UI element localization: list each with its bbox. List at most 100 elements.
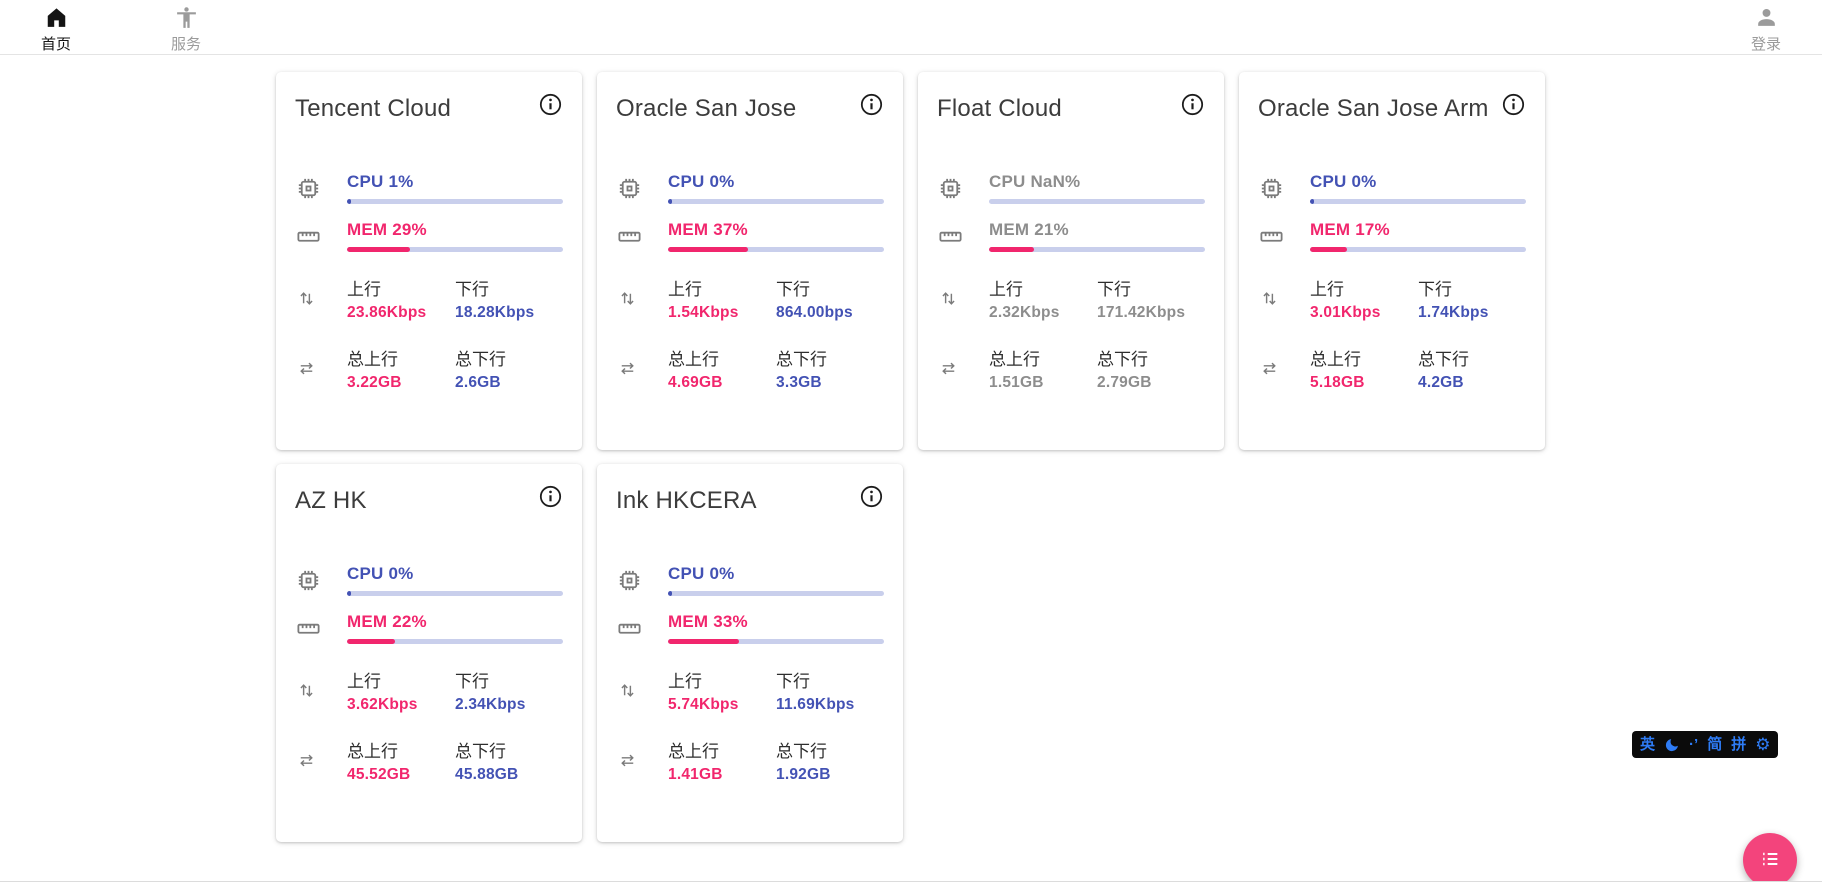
total-upload: 总上行 3.22GB xyxy=(347,345,455,392)
download-speed: 下行 11.69Kbps xyxy=(776,667,884,714)
ime-fullwidth-moon-icon[interactable] xyxy=(1664,737,1680,753)
download-label: 下行 xyxy=(455,667,563,692)
info-icon[interactable] xyxy=(859,484,884,509)
server-name: Tencent Cloud xyxy=(295,94,451,124)
upload-value: 3.62Kbps xyxy=(347,696,455,714)
total-download-value: 45.88GB xyxy=(455,766,563,784)
mem-progress-bar xyxy=(1310,247,1526,252)
info-icon[interactable] xyxy=(1180,92,1205,117)
memory-ruler-icon xyxy=(1258,223,1310,250)
mem-row: MEM 17% xyxy=(1258,220,1526,252)
cpu-progress-bar xyxy=(989,199,1205,204)
total-download-value: 1.92GB xyxy=(776,766,884,784)
total-upload: 总上行 4.69GB xyxy=(668,345,776,392)
nav-item-label: 登录 xyxy=(1751,36,1781,53)
card-header: Tencent Cloud xyxy=(295,72,563,124)
nav-item-label: 首页 xyxy=(41,36,71,53)
speed-row: 上行 3.62Kbps 下行 2.34Kbps xyxy=(295,667,563,714)
server-list-fab[interactable] xyxy=(1743,833,1797,887)
cpu-row: CPU 0% xyxy=(616,172,884,204)
upload-label: 上行 xyxy=(668,667,776,692)
server-card: Float Cloud CPU NaN xyxy=(918,72,1224,450)
upload-label: 上行 xyxy=(347,667,455,692)
card-header: Oracle San Jose xyxy=(616,72,884,124)
nav-item-home[interactable]: 首页 xyxy=(30,1,82,53)
upload-value: 1.54Kbps xyxy=(668,304,776,322)
list-icon xyxy=(1759,848,1781,873)
total-upload-value: 4.69GB xyxy=(668,374,776,392)
upload-speed: 上行 3.62Kbps xyxy=(347,667,455,714)
download-speed: 下行 18.28Kbps xyxy=(455,275,563,322)
total-upload-label: 总上行 xyxy=(668,737,776,762)
total-upload: 总上行 5.18GB xyxy=(1310,345,1418,392)
info-icon[interactable] xyxy=(1501,92,1526,117)
total-download-label: 总下行 xyxy=(455,737,563,762)
mem-progress-bar xyxy=(668,247,884,252)
cpu-chip-icon xyxy=(937,175,989,202)
person-icon xyxy=(1754,5,1779,35)
total-upload: 总上行 1.41GB xyxy=(668,737,776,784)
ime-settings-gear-icon[interactable]: ⚙ xyxy=(1755,731,1770,758)
download-label: 下行 xyxy=(1418,275,1526,300)
memory-ruler-icon xyxy=(616,615,668,642)
cpu-label: CPU 0% xyxy=(668,172,884,192)
upload-speed: 上行 5.74Kbps xyxy=(668,667,776,714)
footer-divider xyxy=(0,881,1822,892)
swap-vert-icon xyxy=(295,679,347,702)
download-speed: 下行 171.42Kbps xyxy=(1097,275,1205,322)
download-speed: 下行 1.74Kbps xyxy=(1418,275,1526,322)
cpu-progress-bar xyxy=(668,199,884,204)
info-icon[interactable] xyxy=(859,92,884,117)
upload-speed: 上行 1.54Kbps xyxy=(668,275,776,322)
ime-pinyin-indicator[interactable]: 拼 xyxy=(1731,731,1746,758)
memory-ruler-icon xyxy=(295,615,347,642)
nav-item-services[interactable]: 服务 xyxy=(160,1,212,53)
download-value: 18.28Kbps xyxy=(455,304,563,322)
cpu-progress-bar xyxy=(347,199,563,204)
upload-value: 2.32Kbps xyxy=(989,304,1097,322)
cpu-label: CPU 0% xyxy=(347,564,563,584)
download-label: 下行 xyxy=(455,275,563,300)
speed-row: 上行 1.54Kbps 下行 864.00bps xyxy=(616,275,884,322)
total-upload: 总上行 45.52GB xyxy=(347,737,455,784)
mem-label: MEM 37% xyxy=(668,220,884,240)
download-speed: 下行 2.34Kbps xyxy=(455,667,563,714)
ime-simplified-indicator[interactable]: 简 xyxy=(1707,731,1722,758)
server-name: Float Cloud xyxy=(937,94,1062,124)
card-header: Ink HKCERA xyxy=(616,464,884,516)
mem-progress-bar xyxy=(668,639,884,644)
nav-right: 登录 xyxy=(1740,1,1792,53)
cpu-row: CPU NaN% xyxy=(937,172,1205,204)
server-name: Oracle San Jose Arm xyxy=(1258,94,1489,124)
speed-row: 上行 5.74Kbps 下行 11.69Kbps xyxy=(616,667,884,714)
server-card: Oracle San Jose CPU xyxy=(597,72,903,450)
server-card: Tencent Cloud CPU 1 xyxy=(276,72,582,450)
cpu-row: CPU 0% xyxy=(616,564,884,596)
info-icon[interactable] xyxy=(538,92,563,117)
total-download-label: 总下行 xyxy=(455,345,563,370)
total-upload-value: 1.51GB xyxy=(989,374,1097,392)
mem-row: MEM 37% xyxy=(616,220,884,252)
cpu-row: CPU 0% xyxy=(1258,172,1526,204)
mem-progress-bar xyxy=(347,247,563,252)
swap-horiz-icon xyxy=(295,357,347,380)
upload-value: 3.01Kbps xyxy=(1310,304,1418,322)
card-header: Float Cloud xyxy=(937,72,1205,124)
nav-item-login[interactable]: 登录 xyxy=(1740,1,1792,53)
ime-language-indicator[interactable]: 英 xyxy=(1640,731,1655,758)
mem-label: MEM 17% xyxy=(1310,220,1526,240)
ime-punctuation-indicator[interactable]: ·’ xyxy=(1689,731,1698,758)
total-download-value: 4.2GB xyxy=(1418,374,1526,392)
upload-label: 上行 xyxy=(1310,275,1418,300)
download-value: 2.34Kbps xyxy=(455,696,563,714)
mem-label: MEM 21% xyxy=(989,220,1205,240)
info-icon[interactable] xyxy=(538,484,563,509)
total-upload-value: 45.52GB xyxy=(347,766,455,784)
mem-label: MEM 22% xyxy=(347,612,563,632)
download-value: 11.69Kbps xyxy=(776,696,884,714)
swap-vert-icon xyxy=(1258,287,1310,310)
upload-speed: 上行 23.86Kbps xyxy=(347,275,455,322)
speed-row: 上行 23.86Kbps 下行 18.28Kbps xyxy=(295,275,563,322)
memory-ruler-icon xyxy=(295,223,347,250)
server-name: Ink HKCERA xyxy=(616,486,757,516)
